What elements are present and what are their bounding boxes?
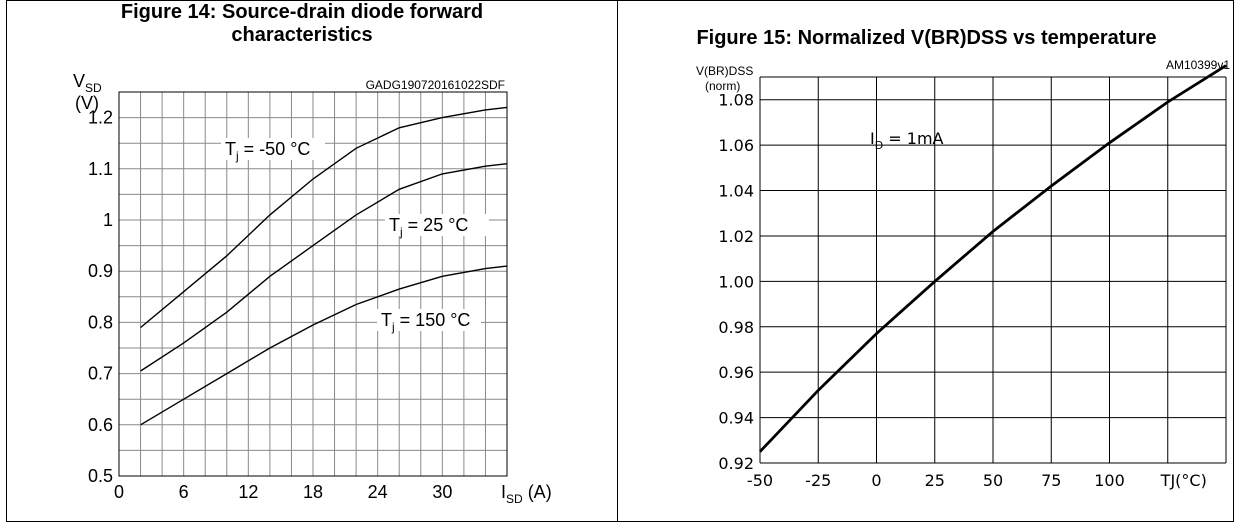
x-tick-label: 25 [925, 471, 945, 490]
x-tick-label: 18 [303, 482, 323, 502]
x-tick-label: 6 [179, 482, 189, 502]
figure-14-chart: 0.5 0.6 0.7 0.8 0.9 1 1.1 1.2 0 6 12 18 24 30 VSD(V) IS… [73, 71, 552, 506]
figure-14-title-line2: characteristics [231, 24, 373, 46]
x-tick-label: 30 [432, 482, 452, 502]
y-tick-label: 1.02 [718, 227, 754, 246]
x-tick-label: 75 [1041, 471, 1061, 490]
y-tick-label: 0.7 [88, 364, 113, 384]
y-tick-label: 0.5 [88, 466, 113, 486]
series-label-background [377, 309, 481, 331]
figure-code: AM10399v1 [1166, 58, 1230, 72]
y-axis-unit: (V) [75, 93, 99, 113]
y-axis-label: VSD [73, 71, 102, 95]
series-line [140, 106, 508, 329]
x-tick-label: 0 [871, 471, 881, 490]
y-axis-unit: (norm) [705, 79, 740, 93]
x-tick-label: -25 [805, 471, 831, 490]
y-tick-label: 1.2 [88, 108, 113, 128]
x-tick-label: 12 [238, 482, 258, 502]
figure-15-panel: Figure 15: Normalized V(BR)DSS vs temper… [617, 0, 1234, 522]
annotation-label: ID = 1mA [870, 129, 944, 152]
x-axis-label: TJ(°C) [1160, 471, 1207, 490]
y-tick-label: 1.1 [88, 159, 113, 179]
plot-frame [118, 91, 508, 477]
x-tick-label: 100 [1094, 471, 1125, 490]
y-tick-label: 1.08 [718, 91, 754, 110]
figure-15-chart: 0.92 0.94 0.96 0.98 1.00 1.02 1.04 1.06 1.08 -50 -… [696, 58, 1230, 490]
y-tick-label: 0.92 [718, 454, 754, 473]
y-tick-label: 1.06 [718, 136, 754, 155]
x-tick-label: 50 [983, 471, 1003, 490]
y-tick-label: 1.04 [718, 182, 754, 201]
series-label: Tj = 150 °C [381, 310, 470, 334]
y-tick-label: 1.00 [718, 272, 754, 291]
figure-code: GADG190720161022SDF [366, 78, 505, 92]
y-tick-label: 0.9 [88, 261, 113, 281]
series-label: Tj = 25 °C [389, 215, 468, 239]
series-label-background [385, 214, 489, 236]
x-tick-label: -50 [747, 471, 773, 490]
x-tick-label: 24 [368, 482, 388, 502]
series-line [758, 64, 1227, 453]
series-line [140, 265, 508, 426]
y-tick-label: 0.8 [88, 312, 113, 332]
figure-15-title: Figure 15: Normalized V(BR)DSS vs temper… [696, 27, 1157, 49]
series-line [140, 163, 508, 372]
figure-14-title: Figure 14: Source-drain diode forward ch… [67, 1, 537, 47]
y-tick-label: 0.96 [718, 363, 754, 382]
x-axis-label: ISD (A) [501, 482, 552, 506]
y-tick-label: 1 [103, 210, 113, 230]
y-tick-label: 0.6 [88, 415, 113, 435]
figure-14-panel: Figure 14: Source-drain diode forward ch… [6, 0, 618, 522]
series-label-background [221, 138, 325, 160]
figure-14-title-line1: Figure 14: Source-drain diode forward [120, 1, 484, 23]
y-tick-label: 0.94 [718, 409, 754, 428]
y-tick-label: 0.98 [718, 318, 754, 337]
series-label: Tj = -50 °C [225, 139, 310, 163]
y-axis-label: V(BR)DSS [696, 64, 753, 78]
x-tick-label: 0 [114, 482, 124, 502]
